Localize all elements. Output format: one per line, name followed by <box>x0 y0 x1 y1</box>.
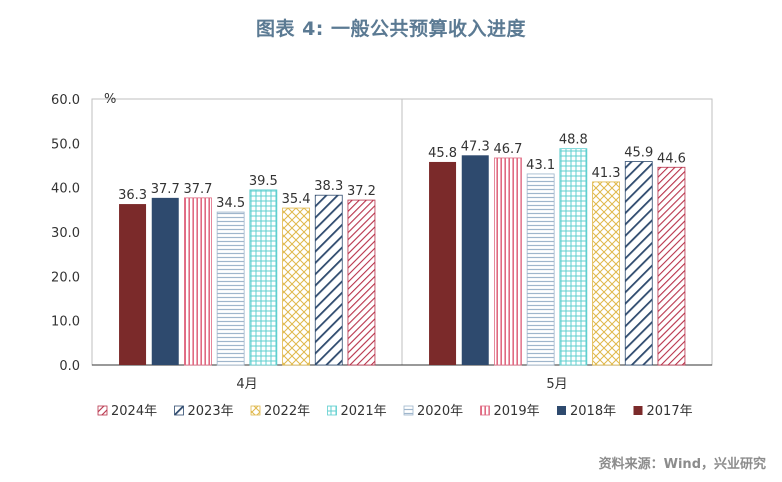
legend-label: 2020年 <box>417 404 463 419</box>
data-label: 44.6 <box>657 151 686 166</box>
x-axis-ticks: 4月 5月 <box>236 377 567 392</box>
legend-label: 2019年 <box>494 404 540 419</box>
y-tick-label: 60.0 <box>51 93 80 108</box>
bar-2018年-4月 <box>151 197 179 365</box>
y-tick-label: 20.0 <box>51 270 80 285</box>
bar-2019年-4月 <box>184 197 212 366</box>
y-axis-ticks: 0.0 10.0 20.0 30.0 40.0 50.0 60.0 <box>51 93 80 374</box>
data-labels: 36.3 37.7 37.7 34.5 39.5 35.438.3 37.2 45.8 47.3… <box>118 133 686 211</box>
legend-swatch <box>403 405 414 416</box>
bar-2021年-4月 <box>249 189 278 366</box>
bar-2018年-5月 <box>461 155 489 365</box>
unit-label: % <box>104 92 116 107</box>
x-tick-label: 4月 <box>236 377 257 392</box>
bar-2019年-5月 <box>494 157 522 366</box>
bar-2021年-5月 <box>559 148 588 366</box>
legend-label: 2021年 <box>341 404 387 419</box>
bar-2022年-5月 <box>592 181 620 366</box>
data-label: 37.7 <box>151 182 180 197</box>
bar-2023年-5月 <box>624 161 653 366</box>
data-label: 36.3 <box>118 188 147 203</box>
bar-2017年-4月 <box>119 204 147 365</box>
legend-swatch <box>250 405 261 416</box>
legend-swatch <box>174 405 184 416</box>
bar-2022年-4月 <box>282 207 310 366</box>
legend-label: 2023年 <box>188 404 234 419</box>
bars <box>119 148 686 366</box>
x-tick-label: 5月 <box>546 377 567 392</box>
data-label: 37.2 <box>347 184 376 199</box>
data-label: 35.4 <box>282 192 311 207</box>
data-label: 43.1 <box>526 158 555 173</box>
data-label: 45.8 <box>428 146 457 161</box>
y-tick-label: 40.0 <box>51 182 80 197</box>
data-label: 34.5 <box>216 196 245 211</box>
legend-label: 2017年 <box>647 404 693 419</box>
y-tick-label: 10.0 <box>51 315 80 330</box>
legend-label: 2022年 <box>264 404 310 419</box>
data-label: 38.3 <box>314 179 343 194</box>
data-label: 41.3 <box>592 166 621 181</box>
legend-swatch <box>633 406 643 415</box>
legend-swatch <box>557 406 566 415</box>
bar-2020年-4月 <box>216 211 245 366</box>
y-tick-label: 0.0 <box>59 359 80 374</box>
data-label: 39.5 <box>249 174 278 189</box>
source-note: 资料来源：Wind，兴业研究 <box>598 457 766 472</box>
data-label: 47.3 <box>461 139 490 154</box>
bar-2017年-5月 <box>429 161 457 365</box>
legend-swatch <box>97 405 108 416</box>
data-label: 48.8 <box>559 133 588 148</box>
y-tick-label: 30.0 <box>51 226 80 241</box>
chart-title: 图表 4: 一般公共预算收入进度 <box>255 18 527 40</box>
data-label: 46.7 <box>493 142 522 157</box>
legend-swatch <box>327 405 337 416</box>
data-label: 37.7 <box>183 182 212 197</box>
bar-2020年-5月 <box>526 173 555 366</box>
data-label: 45.9 <box>624 146 653 161</box>
y-tick-label: 50.0 <box>51 137 80 152</box>
legend-swatch <box>480 405 490 416</box>
bar-2024年-4月 <box>347 199 376 366</box>
bar-2023年-4月 <box>314 194 343 366</box>
legend: 2024年 2023年 2022年 2021年 2020年 2019年 2018年 2017年 <box>97 404 693 419</box>
legend-label: 2018年 <box>570 404 616 419</box>
legend-label: 2024年 <box>111 404 157 419</box>
bar-2024年-5月 <box>657 166 686 366</box>
